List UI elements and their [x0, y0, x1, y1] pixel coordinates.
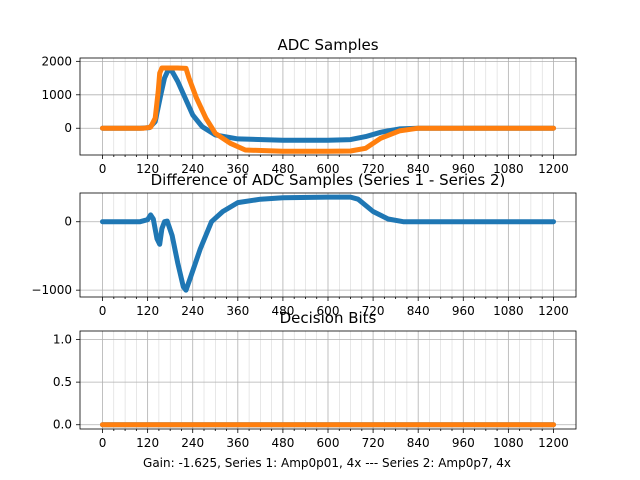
- adc-samples-panel: 0 120 240 360 480 600 720 840 960 1080 1200 0 1000 20…: [41, 36, 577, 176]
- y-tick-label: 2000: [41, 54, 72, 68]
- x-tick-label: 480: [271, 162, 294, 176]
- chart-title: ADC Samples: [277, 36, 378, 54]
- x-tick-label: 360: [226, 162, 249, 176]
- x-tick-label: 960: [452, 162, 475, 176]
- x-tick-label: 240: [181, 436, 204, 450]
- x-tick-label: 240: [181, 304, 204, 318]
- x-tick-label: 480: [271, 436, 294, 450]
- y-tick-label: 1.0: [53, 333, 72, 347]
- x-tick-label: 840: [407, 162, 430, 176]
- x-tick-label: 1200: [538, 162, 569, 176]
- x-tick-label: 960: [452, 436, 475, 450]
- chart-title: Decision Bits: [280, 309, 377, 327]
- x-tick-label: 1080: [493, 162, 524, 176]
- y-tick-label: 0: [64, 215, 72, 229]
- decision-bits-panel: 0 120 240 360 480 600 720 840 960 1080 1200 0.0 0.5 1…: [53, 309, 577, 450]
- y-tick-label: 1000: [41, 88, 72, 102]
- figure-caption: Gain: -1.625, Series 1: Amp0p01, 4x --- …: [143, 456, 511, 470]
- x-tick-label: 120: [136, 304, 159, 318]
- difference-panel: 0 120 240 360 480 600 720 840 960 1080 1200 −1000 0 D…: [31, 171, 577, 318]
- chart-title: Difference of ADC Samples (Series 1 - Se…: [151, 171, 506, 189]
- y-tick-label: 0.0: [53, 418, 72, 432]
- x-tick-label: 600: [317, 436, 340, 450]
- x-tick-label: 720: [362, 162, 385, 176]
- x-tick-label: 720: [362, 436, 385, 450]
- y-tick-label: 0.5: [53, 375, 72, 389]
- x-tick-label: 1080: [493, 436, 524, 450]
- x-tick-label: 1200: [538, 304, 569, 318]
- x-tick-label: 0: [99, 304, 107, 318]
- y-tick-label: −1000: [31, 283, 72, 297]
- x-tick-label: 600: [317, 162, 340, 176]
- x-tick-label: 1080: [493, 304, 524, 318]
- y-tick-label: 0: [64, 121, 72, 135]
- x-tick-label: 120: [136, 436, 159, 450]
- series-line-series-1-series-2: [100, 194, 556, 293]
- x-tick-label: 720: [362, 304, 385, 318]
- x-tick-label: 120: [136, 162, 159, 176]
- x-tick-label: 240: [181, 162, 204, 176]
- x-tick-label: 960: [452, 304, 475, 318]
- x-tick-label: 480: [271, 304, 294, 318]
- x-tick-label: 0: [99, 436, 107, 450]
- x-tick-label: 600: [317, 304, 340, 318]
- x-tick-label: 360: [226, 304, 249, 318]
- x-tick-label: 360: [226, 436, 249, 450]
- x-tick-label: 1200: [538, 436, 569, 450]
- x-tick-label: 840: [407, 304, 430, 318]
- x-tick-label: 0: [99, 162, 107, 176]
- series-line-series-2: [100, 65, 556, 154]
- x-tick-label: 840: [407, 436, 430, 450]
